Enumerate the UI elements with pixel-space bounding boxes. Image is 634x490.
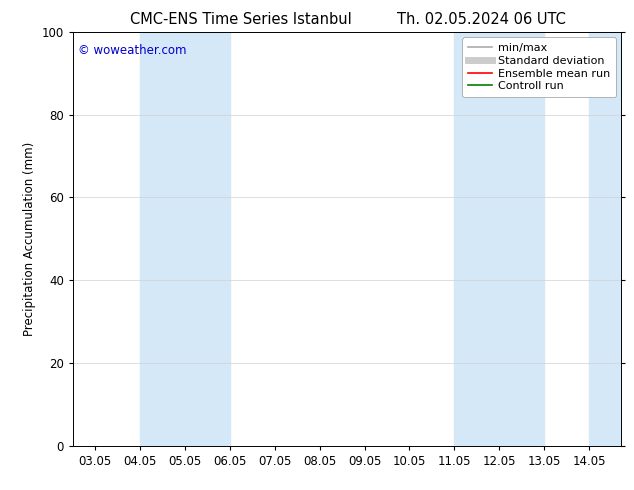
Text: CMC-ENS Time Series Istanbul: CMC-ENS Time Series Istanbul [130, 12, 352, 27]
Y-axis label: Precipitation Accumulation (mm): Precipitation Accumulation (mm) [23, 142, 36, 336]
Text: Th. 02.05.2024 06 UTC: Th. 02.05.2024 06 UTC [398, 12, 566, 27]
Bar [455, 32, 544, 446]
Text: © woweather.com: © woweather.com [79, 44, 187, 57]
Legend: min/max, Standard deviation, Ensemble mean run, Controll run: min/max, Standard deviation, Ensemble me… [462, 37, 616, 97]
Bar [140, 32, 230, 446]
Bar [589, 32, 621, 446]
